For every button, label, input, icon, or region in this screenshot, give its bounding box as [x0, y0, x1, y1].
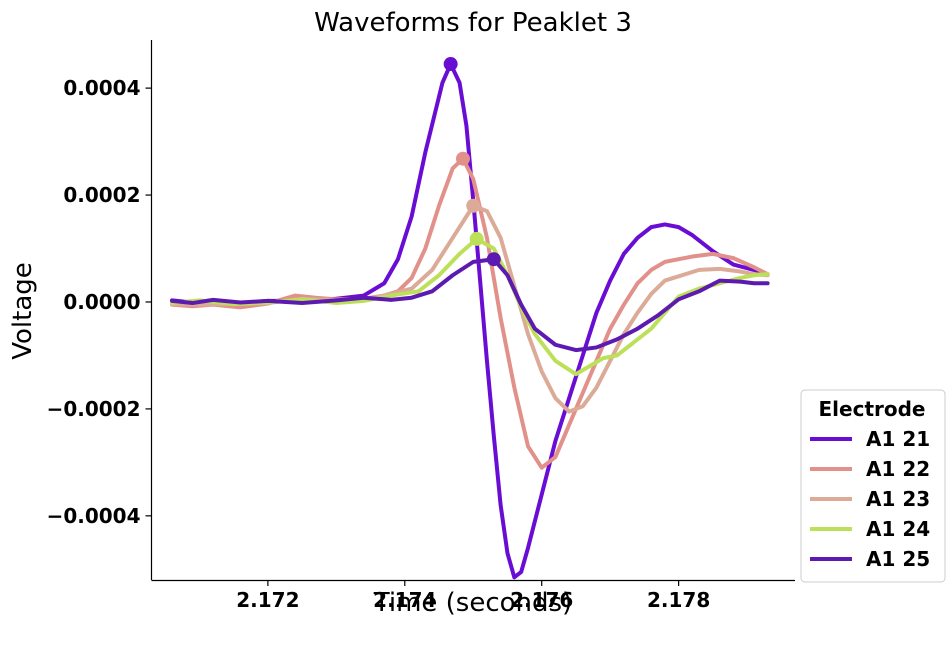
peak-marker-5	[486, 252, 501, 267]
legend: Electrode A1 21 A1 22 A1 23 A1 24 A1 25	[800, 389, 946, 583]
x-ticks: 2.172 2.174 2.176 2.178	[236, 580, 710, 612]
y-ticks: 0.0004 0.0002 0.0000 −0.0002 −0.0004	[47, 76, 152, 528]
y-tick-label: −0.0004	[47, 504, 141, 528]
series-line-3	[170, 203, 770, 414]
legend-title: Electrode	[819, 397, 926, 421]
legend-label: A1 25	[866, 547, 930, 571]
series-layer	[170, 57, 770, 580]
peak-marker-4	[469, 231, 484, 246]
legend-label: A1 21	[866, 427, 930, 451]
legend-label: A1 22	[866, 457, 930, 481]
axes	[150, 40, 795, 582]
y-tick-label: 0.0002	[63, 183, 140, 207]
x-tick-label: 2.178	[647, 588, 710, 612]
legend-label: A1 24	[866, 517, 930, 541]
chart-title: Waveforms for Peaklet 3	[314, 8, 632, 38]
legend-label: A1 23	[866, 487, 930, 511]
y-axis-label: Voltage	[8, 262, 38, 360]
y-tick-label: −0.0002	[47, 397, 141, 421]
peak-marker-3	[466, 198, 481, 213]
y-tick-label: 0.0000	[63, 290, 140, 314]
y-tick-label: 0.0004	[63, 76, 140, 100]
peak-marker-2	[455, 151, 470, 166]
series-line-1	[170, 62, 770, 580]
x-axis-label: Time (seconds)	[373, 588, 572, 618]
peak-marker-1	[443, 57, 458, 72]
x-tick-label: 2.172	[236, 588, 299, 612]
x-tick-label: 2.176	[510, 588, 573, 612]
series-line-5	[170, 257, 770, 353]
x-tick-label: 2.174	[373, 588, 436, 612]
legend-items: A1 21 A1 22 A1 23 A1 24 A1 25	[810, 427, 930, 571]
